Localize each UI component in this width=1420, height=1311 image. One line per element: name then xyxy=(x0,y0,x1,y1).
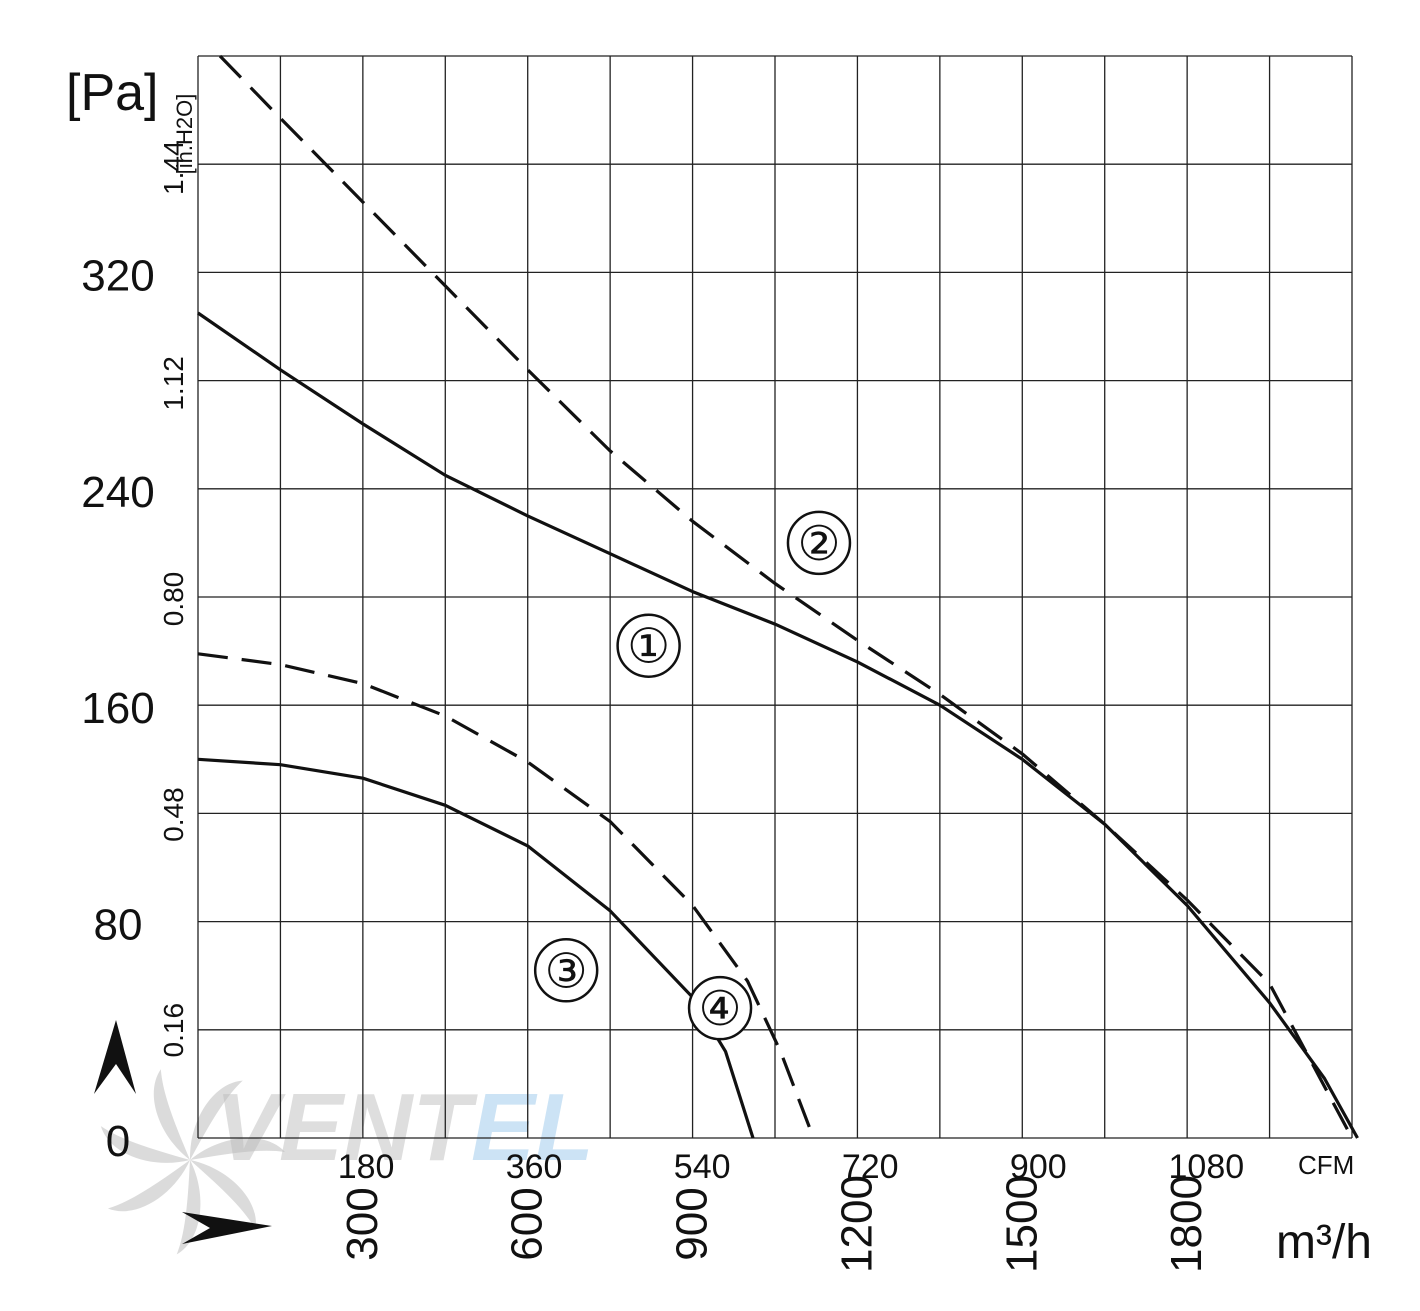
callout-circle xyxy=(786,510,852,576)
chart-series xyxy=(197,54,1359,1139)
y-axis-arrow-icon xyxy=(94,1020,136,1094)
x-secondary-tick-label: 900 xyxy=(1010,1148,1067,1186)
callout-label: ① xyxy=(627,621,670,674)
watermark-fan-icon xyxy=(100,1069,285,1255)
watermark-text: VENTEL xyxy=(215,1074,594,1181)
callout-circle xyxy=(616,613,681,678)
callout-circle xyxy=(687,975,753,1041)
series-curve-1 xyxy=(197,311,1359,1139)
callout-label: ④ xyxy=(699,983,742,1036)
watermark-fan-blade xyxy=(190,1160,256,1230)
y-tick-label: 240 xyxy=(81,468,154,517)
callout-label: ② xyxy=(797,518,840,571)
series-curve-2 xyxy=(218,54,1354,1139)
series-callout-3: ③ xyxy=(533,938,599,1003)
chart-grid xyxy=(197,55,1353,1139)
x-tick-label: 900 xyxy=(668,1187,717,1260)
x-tick-label: 1500 xyxy=(997,1175,1046,1273)
y-axis-unit-label: [Pa] xyxy=(66,64,159,122)
x-secondary-tick-label: 360 xyxy=(506,1148,563,1186)
y-secondary-tick-label: 0.80 xyxy=(158,572,189,627)
callout-circle xyxy=(533,938,599,1003)
series-callout-4: ④ xyxy=(687,975,753,1041)
x-secondary-tick-label: 1080 xyxy=(1169,1148,1245,1186)
x-secondary-tick-label: 720 xyxy=(842,1148,899,1186)
y-secondary-tick-label: 0.16 xyxy=(158,1003,189,1058)
x-axis-arrow-icon xyxy=(182,1212,272,1244)
watermark-fan-blade xyxy=(190,1138,285,1160)
y-secondary-tick-label: 1.44 xyxy=(158,140,189,195)
watermark-fan-blade xyxy=(176,1160,201,1255)
series-curve-4 xyxy=(197,652,815,1139)
callout-label: ③ xyxy=(545,945,588,998)
y-tick-label: 80 xyxy=(94,901,143,950)
watermark-fan-blade xyxy=(189,1080,243,1160)
y-secondary-tick-label: 0.48 xyxy=(158,787,189,842)
watermark-fan-blade xyxy=(153,1069,190,1160)
x-tick-label: 600 xyxy=(503,1187,552,1260)
x-secondary-tick-label: 180 xyxy=(338,1148,395,1186)
x-tick-label: 1200 xyxy=(832,1175,881,1273)
y-tick-label: 320 xyxy=(81,251,154,300)
watermark-fan-blade xyxy=(107,1160,190,1212)
chart-callouts: ① ② ③ ④ xyxy=(533,510,852,1041)
series-callout-2: ② xyxy=(786,510,852,576)
x-tick-label: 1800 xyxy=(1162,1175,1211,1273)
x-tick-label: 300 xyxy=(338,1187,387,1260)
x-secondary-tick-label: 540 xyxy=(674,1148,731,1186)
y-tick-label: 0 xyxy=(106,1117,130,1166)
series-callout-1: ① xyxy=(616,613,681,678)
y-tick-label: 160 xyxy=(81,684,154,733)
ventel-watermark: VENTEL xyxy=(100,1069,594,1255)
watermark-fan-blade xyxy=(100,1126,190,1163)
y-axis-secondary-unit-label: [in.H2O] xyxy=(172,94,197,175)
axis-labels: 0 80 160 240 320 0.16 0.48 0.80 1.12 1.44 180 360 54… xyxy=(81,140,1244,1272)
x-axis-unit-label: m³/h xyxy=(1276,1216,1372,1269)
y-secondary-tick-label: 1.12 xyxy=(158,356,189,411)
x-axis-secondary-unit-label: CFM xyxy=(1298,1150,1354,1180)
